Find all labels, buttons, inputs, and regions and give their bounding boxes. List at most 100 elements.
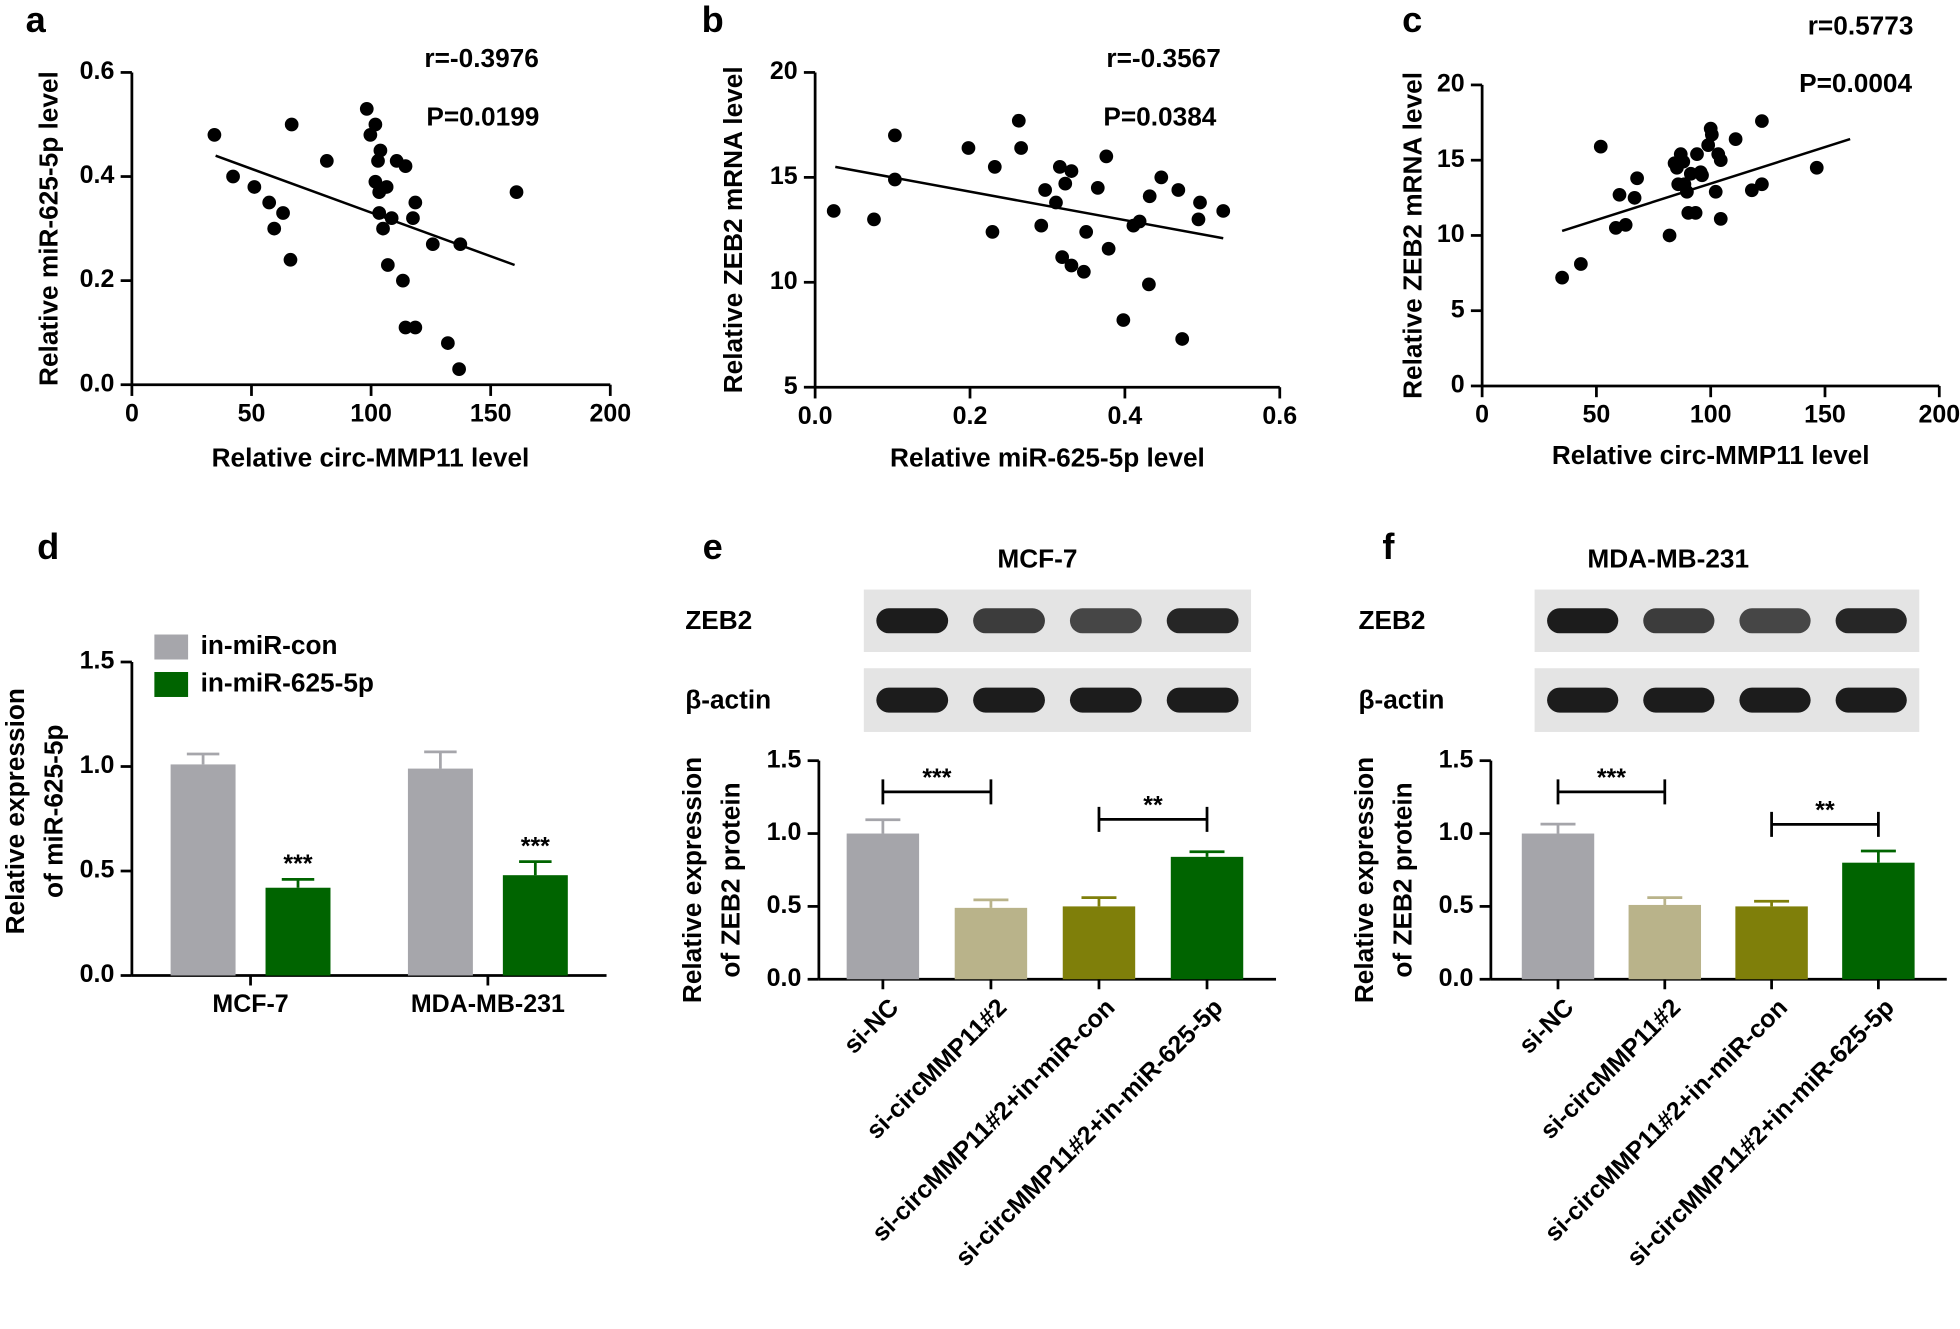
y-tick-label: 5	[784, 372, 798, 400]
y-tick-label: 15	[770, 162, 798, 190]
x-tick-label: 0.0	[798, 402, 833, 430]
point	[1701, 138, 1716, 153]
y-tick-label: 1.0	[80, 751, 115, 779]
y-axis-title: Relative expression	[677, 757, 707, 1003]
fit-line	[215, 154, 516, 267]
point	[1618, 218, 1633, 232]
point	[1034, 218, 1049, 233]
x-tick-label: si-NC	[838, 993, 904, 1059]
significance-label: **	[1815, 796, 1835, 824]
y-tick-label: 0.5	[1439, 891, 1474, 919]
error-bar	[1081, 896, 1117, 907]
y-tick-label: 15	[1437, 145, 1465, 173]
point	[262, 195, 277, 210]
y-tick-label: 20	[1437, 70, 1465, 98]
y-tick-label: 0.5	[767, 891, 802, 919]
x-tick-label: 100	[1690, 401, 1732, 429]
point	[1809, 160, 1824, 175]
point	[1175, 332, 1190, 346]
significance-bracket	[1556, 779, 1667, 805]
point	[961, 141, 976, 155]
error-bar	[186, 752, 220, 765]
significance-label: ***	[283, 850, 312, 878]
bar	[1062, 906, 1136, 980]
point	[363, 128, 378, 142]
point	[1076, 264, 1091, 279]
significance-label: ***	[922, 764, 951, 792]
panel-label: b	[702, 0, 724, 40]
legend-swatch	[154, 671, 189, 697]
x-tick-label: 150	[470, 399, 512, 427]
blot-band	[1547, 608, 1619, 634]
point	[1630, 171, 1644, 186]
annotation: P=0.0384	[1103, 102, 1216, 132]
y-axis-title: Relative ZEB2 mRNA level	[718, 66, 748, 393]
significance-label: ***	[1597, 764, 1626, 792]
point	[1142, 189, 1157, 204]
bar	[1628, 904, 1702, 980]
panel-label: c	[1402, 0, 1422, 40]
error-bar	[1754, 899, 1790, 907]
chart-title: MDA-MB-231	[1587, 544, 1749, 574]
blot-band	[973, 608, 1045, 634]
x-tick-label: 0.4	[1108, 402, 1143, 430]
y-axis-title: Relative expression	[0, 688, 30, 934]
y-tick-label: 0.0	[80, 369, 115, 397]
bar	[502, 875, 568, 976]
significance-bracket	[1097, 806, 1209, 832]
point	[247, 180, 262, 194]
blot-band	[876, 608, 949, 634]
point	[1090, 180, 1105, 195]
point	[1058, 176, 1073, 191]
panel-label: d	[37, 526, 59, 567]
blot-label: ZEB2	[1358, 605, 1425, 635]
point	[1713, 153, 1728, 168]
y-tick-label: 1.0	[767, 818, 802, 846]
x-tick-label: MCF-7	[212, 990, 288, 1018]
point	[1573, 257, 1588, 271]
x-axis-title: Relative miR-625-5p level	[890, 443, 1205, 473]
point	[1713, 212, 1728, 226]
y-axis-title: of miR-625-5p	[39, 725, 69, 898]
x-tick-label: 50	[1583, 401, 1611, 429]
fit-line	[835, 165, 1224, 240]
point	[1064, 164, 1079, 178]
point	[283, 252, 298, 267]
point	[867, 212, 881, 227]
error-bar	[1189, 850, 1225, 857]
blot-label: β-actin	[1358, 684, 1444, 714]
x-tick-label: MDA-MB-231	[411, 990, 565, 1018]
y-tick-label: 0.6	[80, 57, 115, 85]
point	[1704, 127, 1719, 142]
x-axis-title: Relative circ-MMP11 level	[1552, 440, 1870, 470]
significance-bracket	[881, 779, 993, 805]
point	[1662, 228, 1677, 243]
blot-band	[876, 687, 949, 713]
x-tick-label: 0	[1475, 401, 1489, 429]
x-tick-label: 50	[238, 399, 266, 427]
point	[1052, 160, 1067, 174]
point	[1695, 168, 1709, 183]
point	[368, 174, 383, 189]
point	[425, 237, 440, 252]
x-tick-label: 100	[350, 399, 392, 427]
point	[276, 206, 290, 220]
point	[1690, 147, 1704, 162]
y-tick-label: 1.5	[80, 647, 115, 675]
y-tick-label: 10	[770, 267, 798, 295]
point	[1011, 113, 1026, 128]
y-tick-label: 0.2	[80, 265, 115, 293]
bar	[846, 833, 920, 980]
point	[1055, 250, 1070, 264]
significance-bracket	[1770, 811, 1880, 837]
blot-band	[1739, 687, 1811, 713]
bar	[265, 887, 331, 976]
y-axis-title: of ZEB2 protein	[1388, 782, 1418, 977]
y-tick-label: 0	[1451, 371, 1465, 399]
point	[826, 204, 841, 218]
point	[1612, 187, 1627, 202]
point	[1676, 154, 1691, 169]
blot-band	[1835, 608, 1907, 634]
y-axis-title: Relative miR-625-5p level	[34, 71, 64, 386]
legend-label: in-miR-con	[201, 630, 338, 660]
